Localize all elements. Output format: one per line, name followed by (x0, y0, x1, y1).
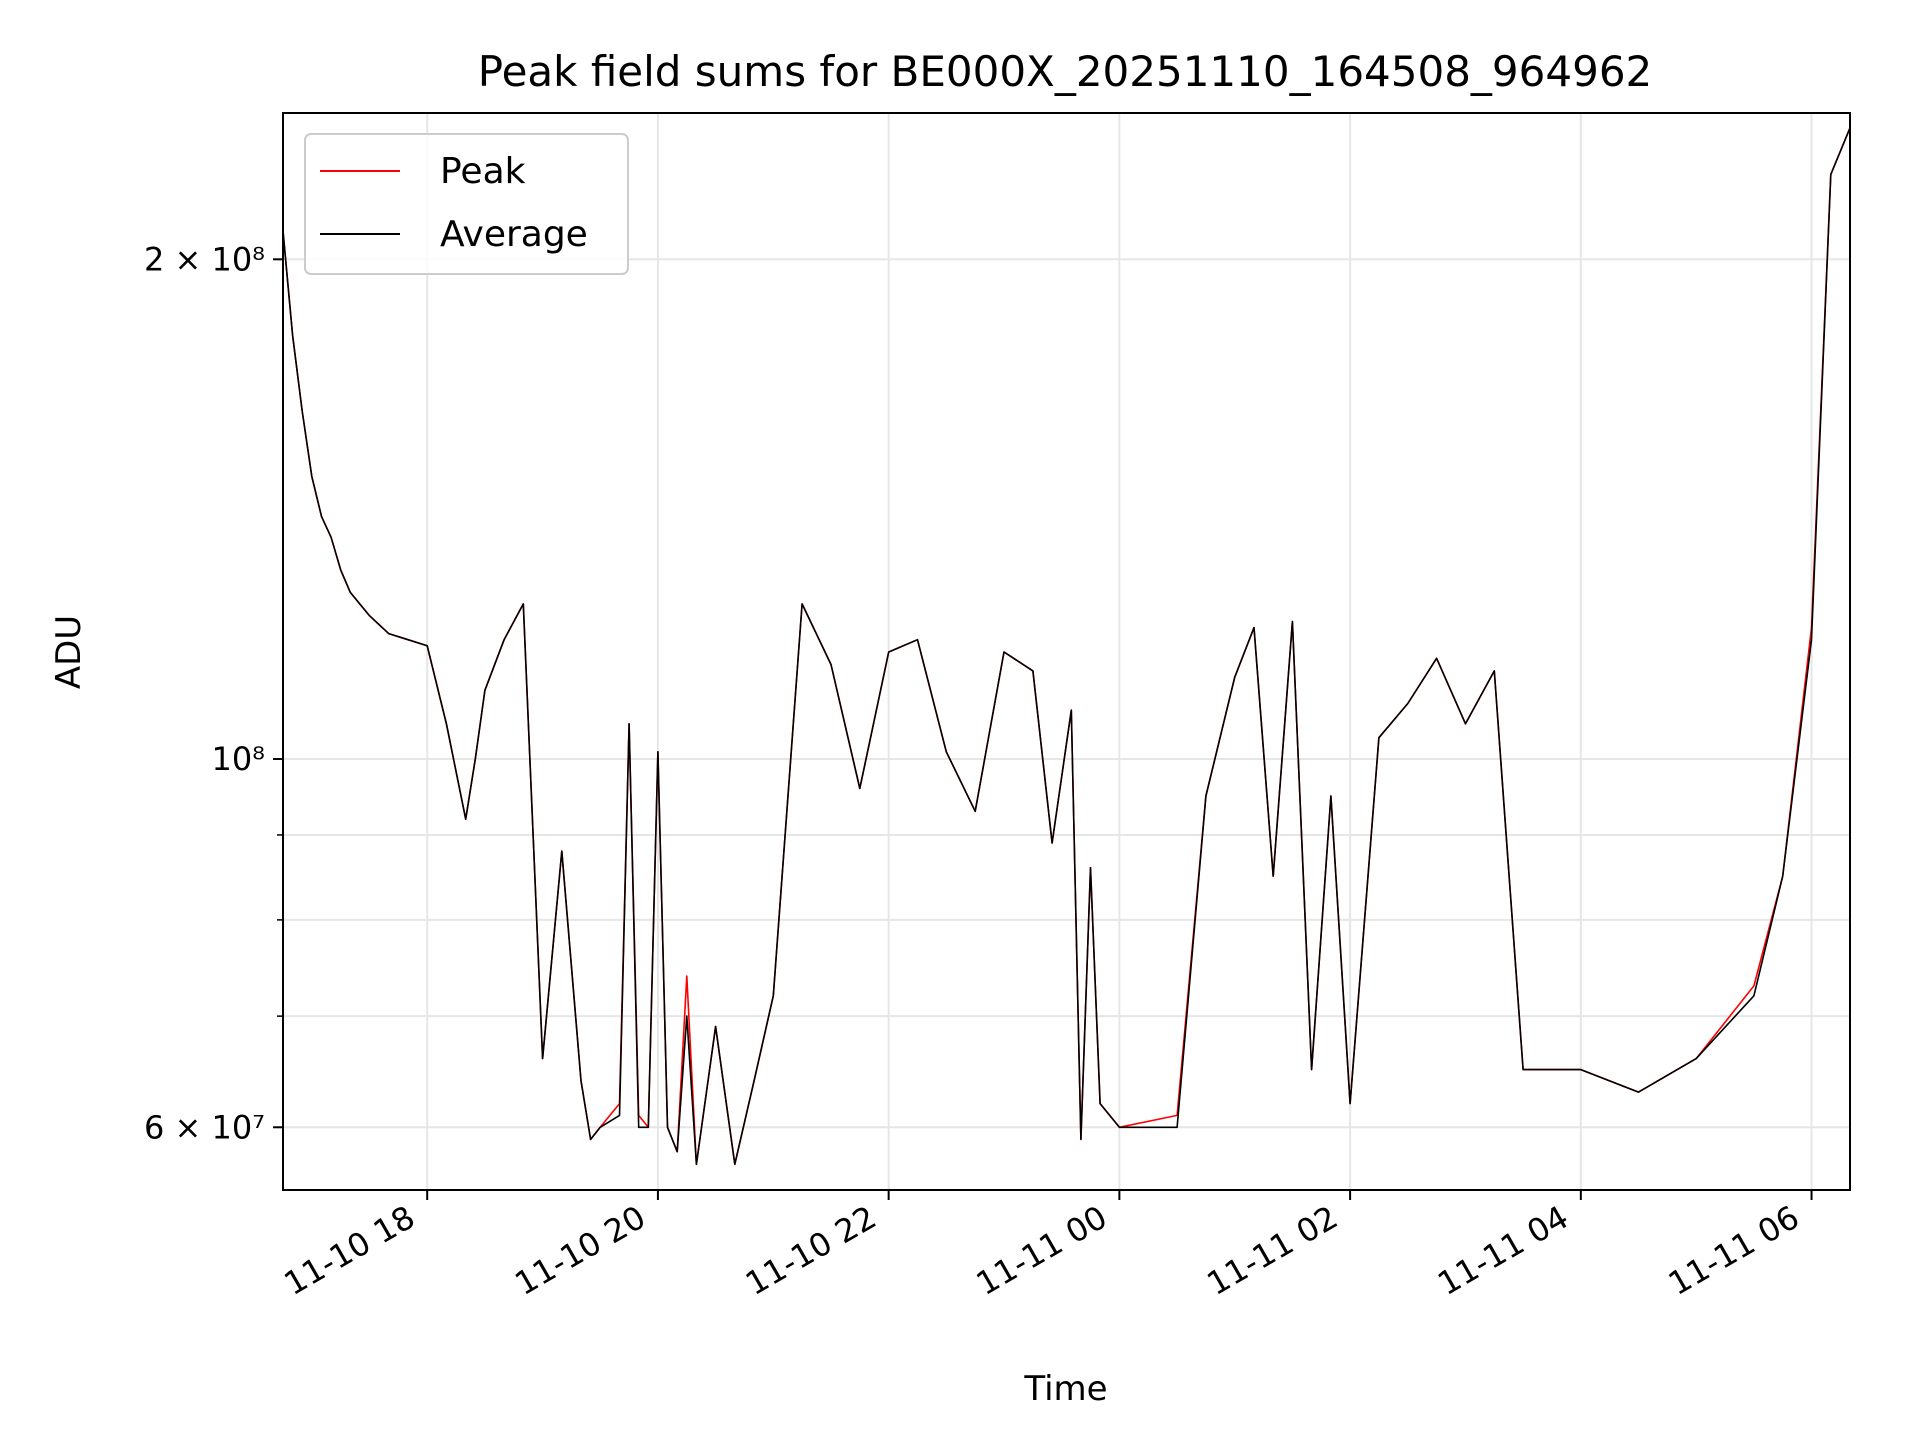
chart-title: Peak field sums for BE000X_20251110_1645… (478, 47, 1653, 96)
series-line-average (282, 127, 1851, 1166)
plot-frame (282, 112, 1851, 1191)
legend-box (304, 133, 629, 275)
y-tick-label: 6 × 10⁷ (144, 1108, 265, 1146)
legend: Peak Average (304, 133, 629, 275)
y-tick-label: 2 × 10⁸ (144, 240, 265, 278)
series-group (282, 127, 1851, 1166)
x-axis-title: Time (1023, 1369, 1107, 1409)
legend-label-peak: Peak (440, 151, 526, 192)
y-axis: 2 × 10⁸ 10⁸ 6 × 10⁷ (144, 240, 283, 1146)
y-axis-title: ADU (49, 615, 89, 689)
y-tick-label: 10⁸ (211, 740, 265, 778)
legend-label-average: Average (440, 214, 588, 255)
